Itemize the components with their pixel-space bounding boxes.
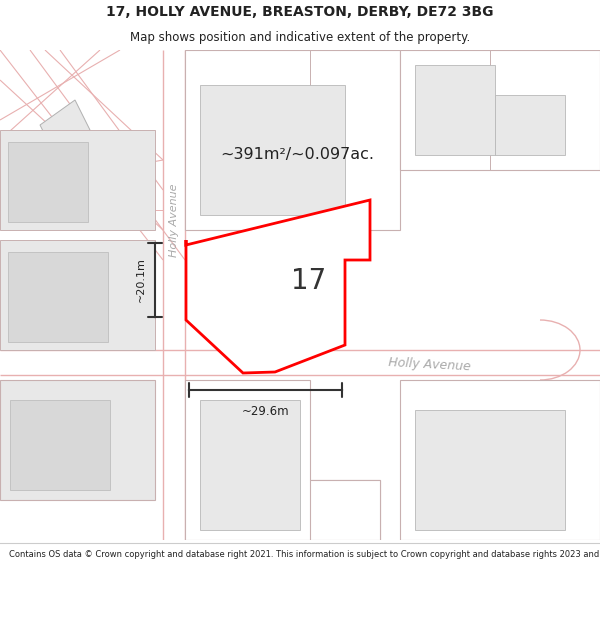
- Text: 17, HOLLY AVENUE, BREASTON, DERBY, DE72 3BG: 17, HOLLY AVENUE, BREASTON, DERBY, DE72 …: [106, 6, 494, 19]
- Text: ~391m²/~0.097ac.: ~391m²/~0.097ac.: [220, 148, 374, 162]
- Polygon shape: [430, 50, 600, 160]
- Polygon shape: [310, 480, 380, 540]
- Text: ~29.6m: ~29.6m: [242, 406, 289, 419]
- Text: 17: 17: [291, 266, 326, 294]
- Polygon shape: [0, 240, 155, 350]
- Polygon shape: [185, 50, 400, 230]
- Text: Contains OS data © Crown copyright and database right 2021. This information is : Contains OS data © Crown copyright and d…: [9, 550, 600, 559]
- Polygon shape: [400, 50, 600, 170]
- Polygon shape: [440, 50, 600, 145]
- Polygon shape: [0, 380, 155, 500]
- Text: ~20.1m: ~20.1m: [136, 258, 146, 302]
- Text: Holly Avenue: Holly Avenue: [388, 356, 472, 374]
- Polygon shape: [185, 380, 380, 540]
- Polygon shape: [415, 65, 495, 155]
- Polygon shape: [8, 252, 108, 342]
- Polygon shape: [400, 380, 600, 540]
- Polygon shape: [200, 400, 300, 530]
- Polygon shape: [0, 130, 155, 230]
- Polygon shape: [186, 200, 370, 373]
- Text: Holly Avenue: Holly Avenue: [169, 183, 179, 257]
- Polygon shape: [200, 85, 345, 215]
- Polygon shape: [10, 400, 110, 490]
- Polygon shape: [8, 142, 88, 222]
- Polygon shape: [415, 410, 565, 530]
- Text: Map shows position and indicative extent of the property.: Map shows position and indicative extent…: [130, 31, 470, 44]
- Polygon shape: [495, 95, 565, 155]
- Polygon shape: [40, 100, 90, 155]
